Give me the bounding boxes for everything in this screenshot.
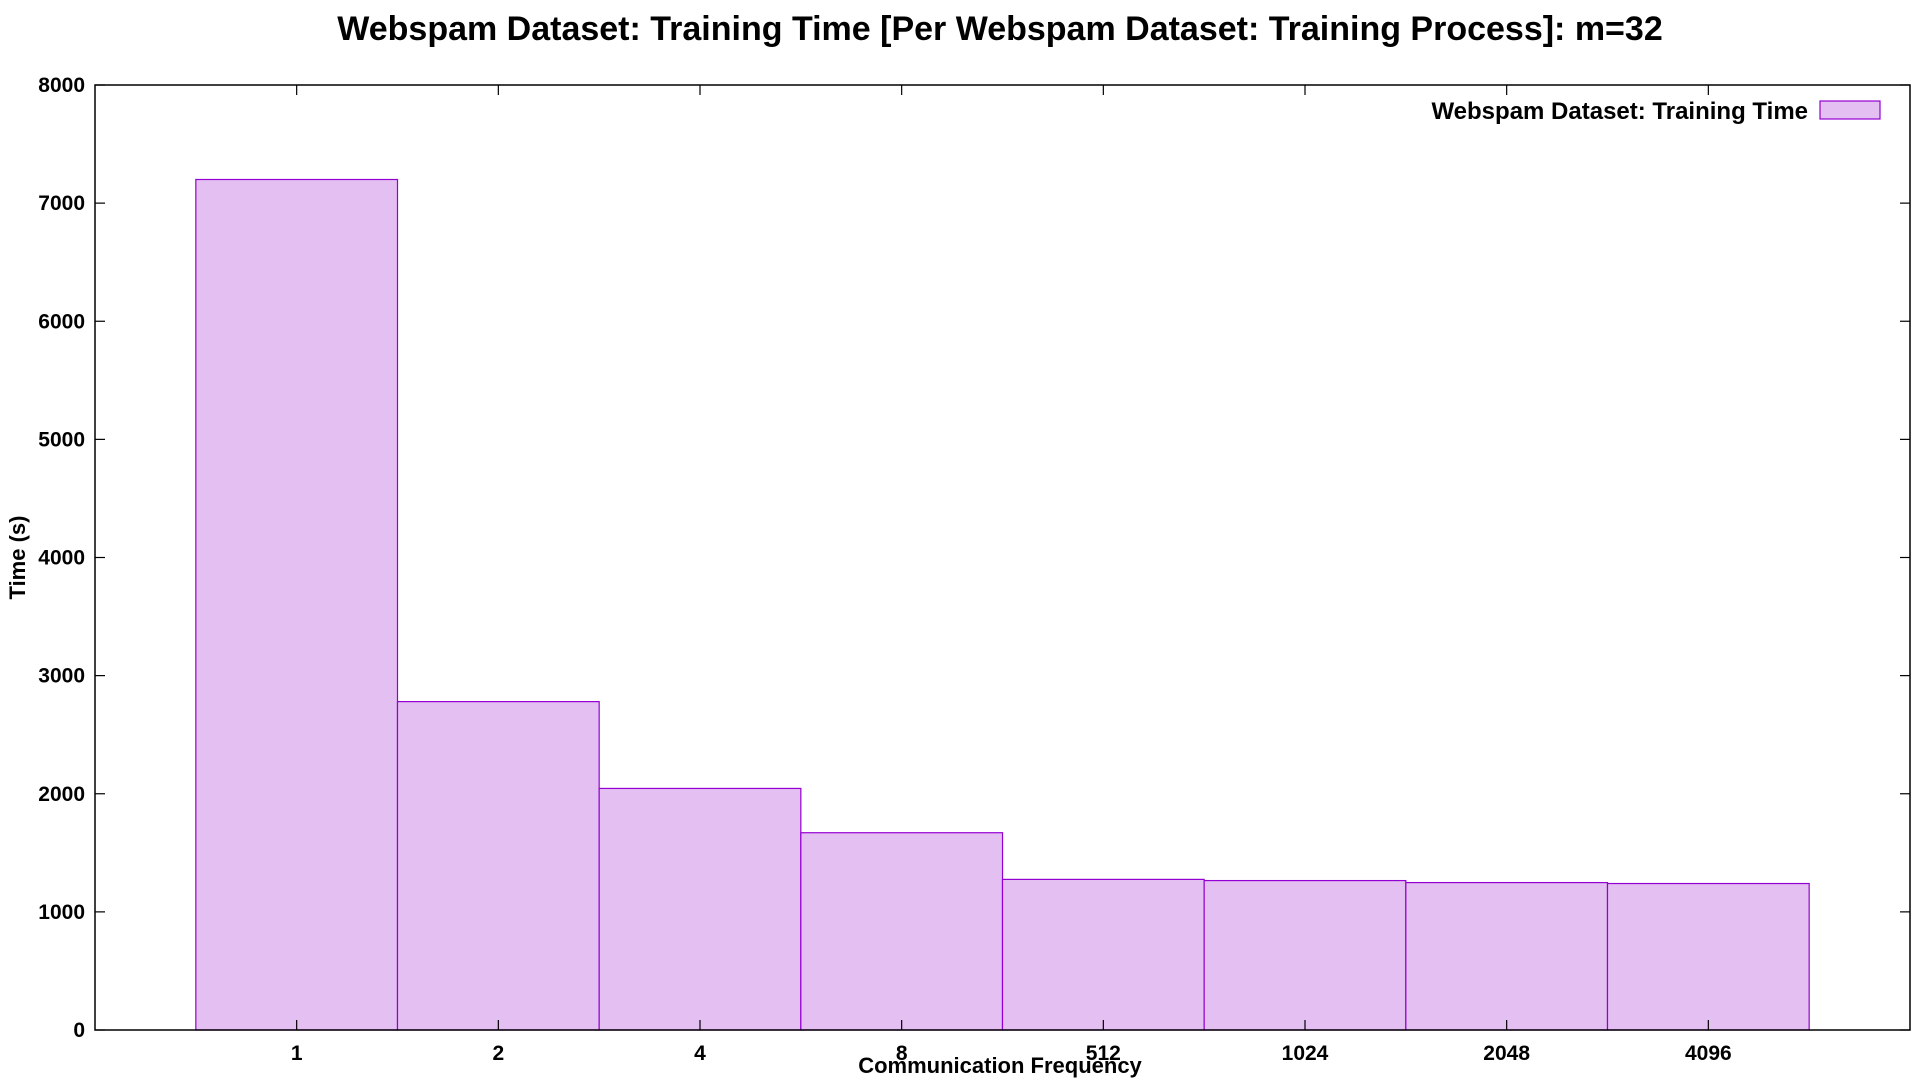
x-tick-label-1024: 1024 [1282,1042,1329,1065]
bar-2048 [1405,881,1609,1031]
bar-2 [396,701,600,1031]
y-tick-label-7000: 7000 [38,192,85,215]
y-tick-label-5000: 5000 [38,428,85,451]
bar-1 [195,178,399,1031]
y-tick-label-0: 0 [73,1019,85,1042]
bar-4096 [1606,882,1810,1031]
bar-512 [1001,878,1205,1031]
bar-1024 [1203,879,1407,1031]
chart-title: Webspam Dataset: Training Time [Per Webs… [337,10,1663,48]
x-tick-label-4096: 4096 [1685,1042,1732,1065]
plot-area [195,178,1810,1031]
y-tick-label-8000: 8000 [38,74,85,97]
x-tick-label-1: 1 [291,1042,303,1065]
x-tick-label-2048: 2048 [1483,1042,1530,1065]
axes: 0 1000 2000 3000 4000 5000 6000 7000 8000 1 2 4 8 512… [38,74,1910,1065]
y-axis-label: Time (s) [5,516,30,600]
bar-4 [598,787,802,1031]
x-tick-label-512: 512 [1086,1042,1121,1065]
x-tick-label-2: 2 [492,1042,504,1065]
legend: Webspam Dataset: Training Time [1431,98,1881,125]
x-tick-label-8: 8 [896,1042,908,1065]
x-axis-label: Communication Frequency [858,1053,1142,1078]
legend-swatch [1819,100,1881,120]
y-tick-label-1000: 1000 [38,901,85,924]
legend-label: Webspam Dataset: Training Time [1431,98,1808,125]
x-tick-label-4: 4 [694,1042,706,1065]
y-tick-label-6000: 6000 [38,310,85,333]
y-tick-label-4000: 4000 [38,547,85,570]
bar-8 [800,832,1004,1031]
y-tick-label-3000: 3000 [38,665,85,688]
y-tick-label-2000: 2000 [38,783,85,806]
